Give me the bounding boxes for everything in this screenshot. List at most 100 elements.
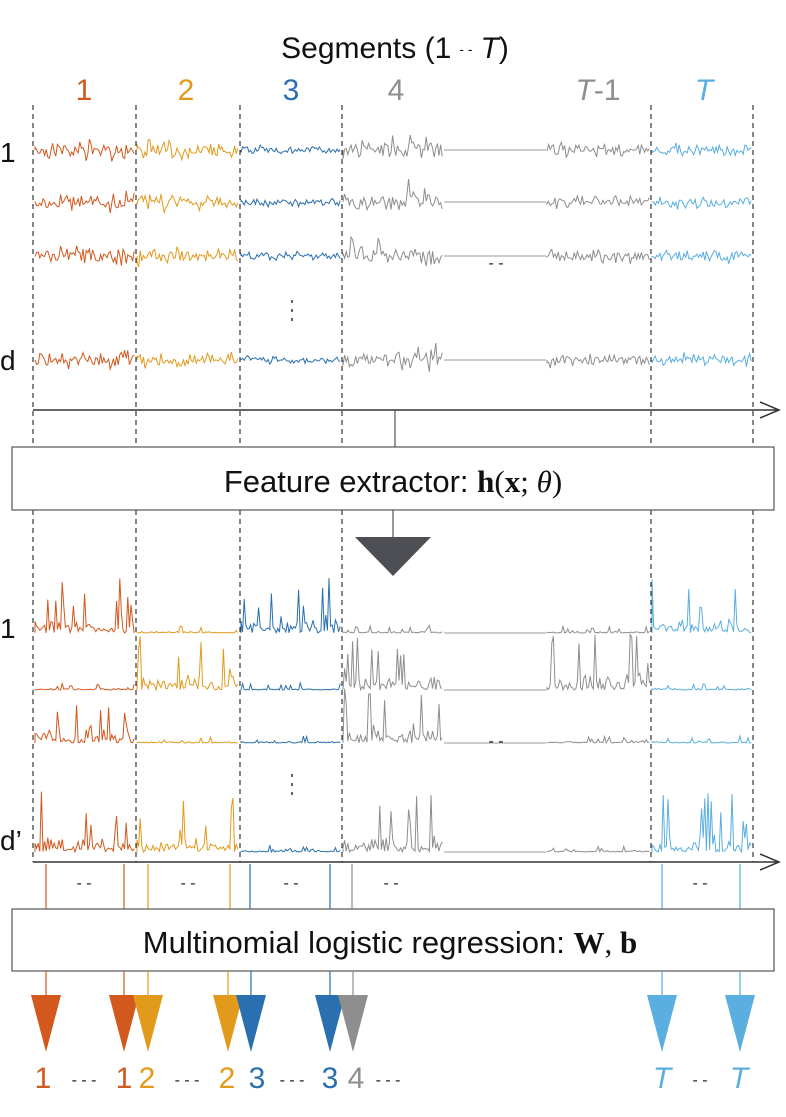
segment-label-T: T <box>695 74 716 107</box>
input-signal-trace <box>34 245 135 266</box>
input-signal-trace <box>136 246 239 268</box>
time-axis-input <box>33 401 781 419</box>
output-dots: - - - <box>376 1072 401 1089</box>
output-label: T <box>653 1062 674 1095</box>
output-arrow-icon <box>31 995 61 1052</box>
output-label: 2 <box>219 1062 236 1095</box>
input-signal-trace <box>34 350 135 371</box>
output-dots: - - <box>692 1072 707 1089</box>
output-signal-trace <box>240 734 341 745</box>
output-channel-label-first: 1 <box>0 613 16 644</box>
output-signal-trace <box>651 793 752 854</box>
input-signal-trace <box>342 235 443 267</box>
title: Segments (1- - T) <box>281 32 509 65</box>
input-channel-label-first: 1 <box>0 137 16 168</box>
output-arrow-icon <box>213 995 243 1052</box>
svg-text:- -: - - <box>180 875 195 892</box>
output-arrow-icon <box>109 995 139 1052</box>
output-signal-trace <box>546 844 650 854</box>
output-label: 2 <box>139 1062 156 1095</box>
segment-label-4: 4 <box>388 74 405 107</box>
input-signal-trace <box>136 351 239 369</box>
svg-text:- -: - - <box>692 875 707 892</box>
output-signal-trace <box>240 578 341 635</box>
output-signal-trace <box>342 624 443 634</box>
svg-text:- -: - - <box>283 875 298 892</box>
output-arrow-icon <box>133 995 163 1052</box>
output-label: 3 <box>322 1062 339 1095</box>
input-signals <box>34 134 752 372</box>
output-signal-trace <box>136 636 239 692</box>
input-signal-trace <box>342 134 443 160</box>
between-dots: - - - - - - - - - - <box>76 875 707 892</box>
input-signal-trace <box>651 196 752 210</box>
output-signal-trace <box>342 637 443 692</box>
input-signal-trace <box>546 140 650 159</box>
output-dots: - - - <box>72 1072 97 1089</box>
output-gap-dots: - - <box>488 733 503 750</box>
output-signal-trace <box>240 845 341 854</box>
time-axis-output <box>33 853 781 871</box>
output-signal-trace <box>546 624 650 634</box>
output-signal-trace <box>34 578 135 635</box>
output-signal-trace <box>546 734 650 745</box>
input-signal-trace <box>651 142 752 158</box>
output-signal-trace <box>136 798 239 853</box>
output-signal-trace <box>342 688 443 744</box>
output-arrows <box>31 971 755 1052</box>
output-channel-label-last: d’ <box>0 825 22 856</box>
input-signal-trace <box>240 143 341 155</box>
input-signal-trace <box>34 138 135 162</box>
output-signal-trace <box>342 794 443 854</box>
output-arrow-icon <box>315 995 345 1052</box>
output-signals <box>34 578 752 854</box>
segment-label-T-minus-1: T-1 <box>575 74 620 107</box>
output-arrow-icon <box>236 995 266 1052</box>
down-arrow-icon <box>355 537 431 576</box>
input-signal-trace <box>546 193 650 209</box>
output-label: 1 <box>35 1062 52 1095</box>
input-signal-trace <box>342 342 443 372</box>
feature-connectors <box>45 864 741 909</box>
regression-box: Multinomial logistic regression: W, b <box>11 908 775 972</box>
input-signal-trace <box>240 250 341 262</box>
output-signal-trace <box>34 791 135 854</box>
input-signal-trace <box>34 190 135 214</box>
input-signal-trace <box>240 355 341 366</box>
output-signal-trace <box>651 682 752 691</box>
input-signal-trace <box>136 194 239 215</box>
output-signal-trace <box>651 579 752 634</box>
regression-label: Multinomial logistic regression: W, b <box>143 925 637 960</box>
feature-extractor-label: Feature extractor: h(x; θ) <box>224 464 562 499</box>
output-signal-trace <box>546 633 650 692</box>
input-signal-trace <box>342 178 443 212</box>
segment-label-1: 1 <box>76 74 93 107</box>
output-signal-trace <box>240 680 341 691</box>
input-gap-dots: - - <box>488 255 503 272</box>
input-signal-trace <box>546 248 650 265</box>
segment-label-3: 3 <box>283 74 300 107</box>
segment-label-2: 2 <box>178 74 195 107</box>
output-signal-trace <box>651 734 752 744</box>
output-dots: - - - <box>280 1072 305 1089</box>
output-label: 3 <box>249 1062 266 1095</box>
svg-text:- -: - - <box>76 875 91 892</box>
svg-text:- -: - - <box>383 875 398 892</box>
input-signal-trace <box>651 351 752 367</box>
output-signal-trace <box>34 681 135 691</box>
output-label: 4 <box>348 1062 365 1095</box>
output-label: 1 <box>116 1062 133 1095</box>
input-channel-label-last: d <box>0 345 16 376</box>
input-signal-trace <box>136 138 239 162</box>
output-arrow-icon <box>647 995 677 1052</box>
segment-labels: 1 2 3 4 T-1 T <box>76 74 716 107</box>
output-label: T <box>730 1062 751 1095</box>
input-signal-trace <box>240 197 341 209</box>
output-signal-trace <box>34 705 135 744</box>
output-signal-trace <box>136 735 238 744</box>
output-dots: - - - <box>175 1072 200 1089</box>
input-signal-trace <box>651 249 752 264</box>
output-arrow-icon <box>338 995 368 1052</box>
output-labels: 1 - - - 1 2 - - - 2 3 - - - 3 4 - - - T … <box>35 1062 751 1095</box>
